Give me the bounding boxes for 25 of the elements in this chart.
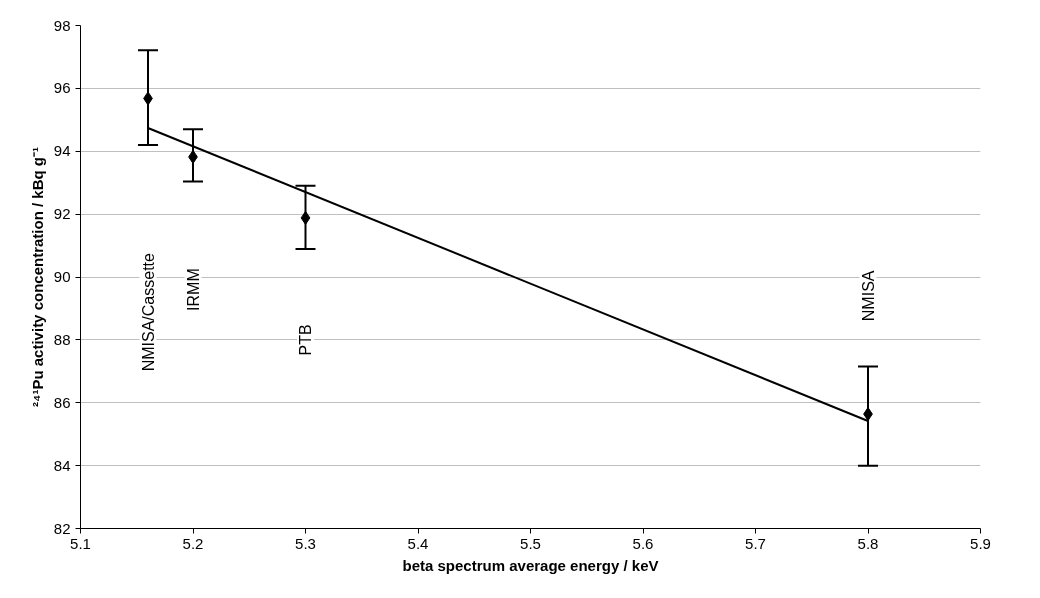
x-tick-label: 5.3 (295, 534, 316, 552)
x-tick-label: 5.6 (632, 534, 654, 552)
x-tick-label: 5.9 (970, 534, 991, 552)
y-tick-label: 90 (53, 268, 71, 285)
y-tick-label: 86 (53, 393, 71, 411)
x-tick-label: 5.5 (520, 534, 541, 552)
x-axis-title: beta spectrum average energy / keV (402, 556, 659, 574)
y-tick-label: 88 (53, 330, 71, 348)
x-tick-label: 5.1 (70, 534, 91, 552)
x-tick-label: 5.4 (407, 534, 429, 552)
y-tick-label: 84 (53, 456, 71, 474)
point (300, 210, 311, 225)
x-tick-label: 5.8 (857, 534, 879, 552)
annotation: PTB (297, 324, 314, 356)
y-tick-label: 82 (53, 519, 71, 537)
annotation: NMISA/Cassette (139, 252, 157, 372)
annotation: IRMM (184, 268, 202, 311)
y-axis-title: ²⁴¹Pu activity concentration / kBq g⁻¹ (28, 147, 46, 407)
x-tick-label: 5.2 (182, 534, 204, 552)
y-tick-label: 92 (53, 205, 71, 223)
annotation: NMISA (859, 270, 877, 322)
x-tick-label: 5.7 (745, 534, 766, 552)
y-tick-label: 94 (53, 142, 71, 160)
y-tick-label: 96 (53, 79, 71, 97)
y-tick-label: 98 (53, 16, 71, 34)
